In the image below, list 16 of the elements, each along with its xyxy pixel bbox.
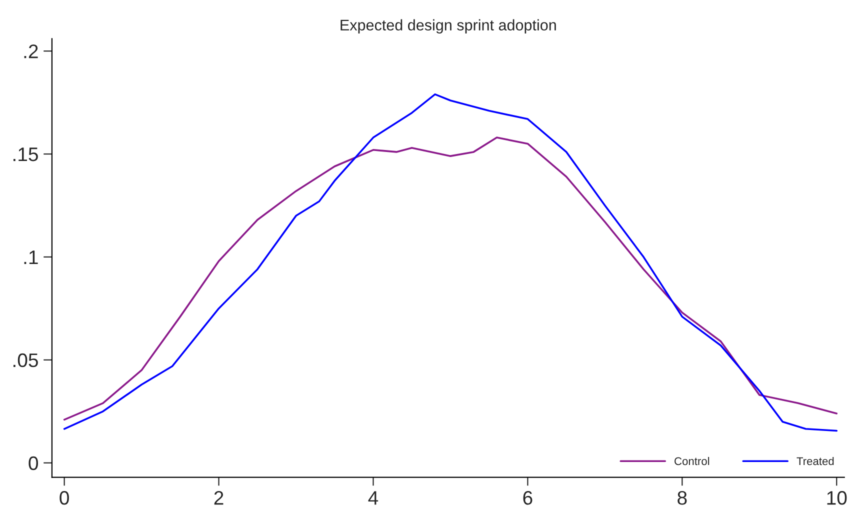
x-tick-label: 10 [827,491,847,505]
legend-label: Control [674,456,710,466]
legend-label: Treated [796,456,834,466]
x-tick-label: 6 [523,491,532,505]
line-series [63,136,838,421]
line-series [63,93,838,432]
y-tick-label: .05 [14,353,38,368]
y-tick-label: .1 [24,250,38,264]
y-tick-label: 0 [28,456,38,470]
y-tick-label: .2 [24,44,38,58]
x-tick-label: 2 [214,491,224,505]
chart-title: Expected design sprint adoption [340,19,556,34]
x-tick-label: 4 [368,491,378,505]
y-tick-label: .15 [14,148,38,162]
x-tick-label: 8 [678,491,687,505]
x-tick-label: 0 [60,491,69,505]
